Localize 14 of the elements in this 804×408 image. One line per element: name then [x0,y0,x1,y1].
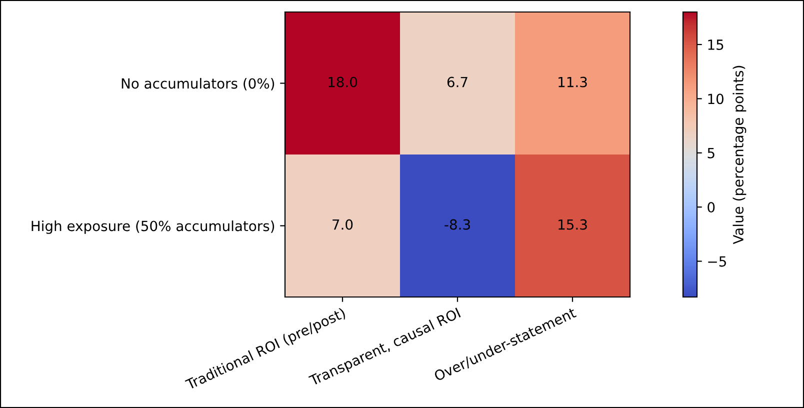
color-bar-label: 0 [708,202,715,213]
y-tick-label: No accumulators (0%) [122,78,274,90]
color-bar-title: Value (percentage points) [732,66,746,244]
color-bar-label: 15 [708,40,724,50]
color-bar-label: −5 [708,256,726,267]
data-label: 7.0 [332,219,353,230]
color-bar-label: 10 [708,94,724,104]
y-tick-label: High exposure (50% accumulators) [32,220,274,234]
data-label: 6.7 [447,76,468,88]
color-bar-label: 5 [708,148,714,158]
data-label: 11.3 [558,76,587,88]
data-label: 15.3 [558,219,587,230]
data-label: 18.0 [328,76,358,88]
data-label: -8.3 [444,219,470,230]
